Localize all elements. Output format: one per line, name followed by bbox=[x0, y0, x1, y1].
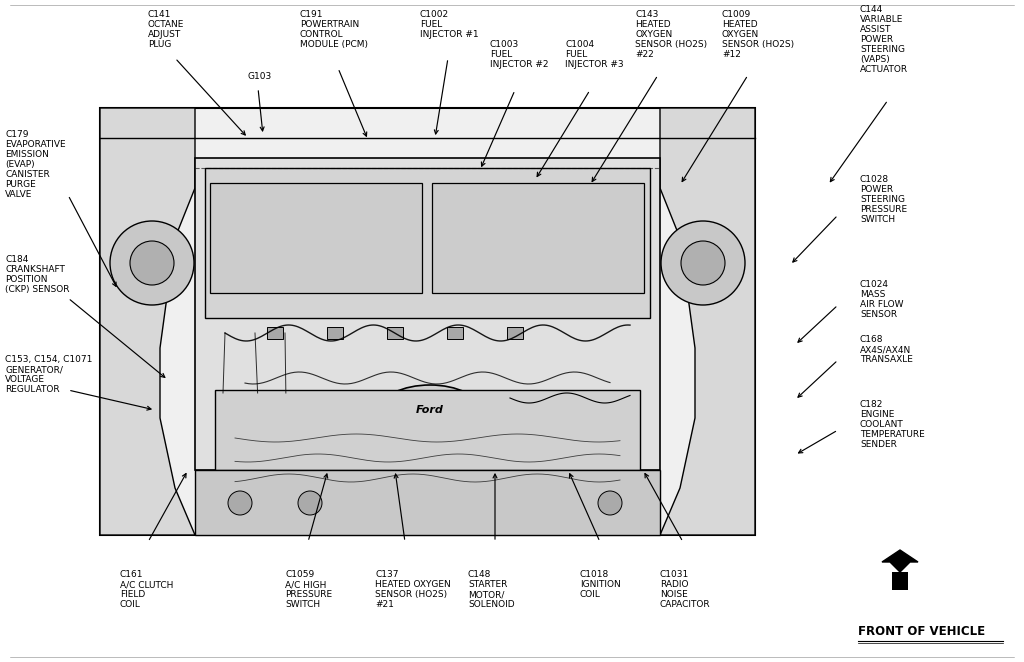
Circle shape bbox=[681, 241, 725, 285]
Text: C1003
FUEL
INJECTOR #2: C1003 FUEL INJECTOR #2 bbox=[490, 40, 549, 69]
Text: C1018
IGNITION
COIL: C1018 IGNITION COIL bbox=[580, 570, 621, 599]
Bar bbox=[205, 168, 650, 318]
Text: C1002
FUEL
INJECTOR #1: C1002 FUEL INJECTOR #1 bbox=[420, 10, 478, 39]
Text: C179
EVAPORATIVE
EMISSION
(EVAP)
CANISTER
PURGE
VALVE: C179 EVAPORATIVE EMISSION (EVAP) CANISTE… bbox=[5, 130, 66, 199]
Text: C153, C154, C1071
GENERATOR/
VOLTAGE
REGULATOR: C153, C154, C1071 GENERATOR/ VOLTAGE REG… bbox=[5, 355, 92, 394]
Text: C143
HEATED
OXYGEN
SENSOR (HO2S)
#22: C143 HEATED OXYGEN SENSOR (HO2S) #22 bbox=[635, 10, 708, 59]
Bar bbox=[447, 327, 463, 339]
Text: C1009
HEATED
OXYGEN
SENSOR (HO2S)
#12: C1009 HEATED OXYGEN SENSOR (HO2S) #12 bbox=[722, 10, 795, 59]
Text: C148
STARTER
MOTOR/
SOLENOID: C148 STARTER MOTOR/ SOLENOID bbox=[468, 570, 515, 609]
Text: C144
VARIABLE
ASSIST
POWER
STEERING
(VAPS)
ACTUATOR: C144 VARIABLE ASSIST POWER STEERING (VAP… bbox=[860, 5, 908, 74]
Text: C1004
FUEL
INJECTOR #3: C1004 FUEL INJECTOR #3 bbox=[565, 40, 624, 69]
Bar bbox=[195, 158, 660, 470]
Bar bbox=[387, 327, 403, 339]
Circle shape bbox=[662, 221, 745, 305]
Text: Ford: Ford bbox=[416, 405, 444, 415]
Text: C141
OCTANE
ADJUST
PLUG: C141 OCTANE ADJUST PLUG bbox=[148, 10, 184, 49]
Text: FRONT OF VEHICLE: FRONT OF VEHICLE bbox=[858, 625, 985, 638]
Text: C1031
RADIO
NOISE
CAPACITOR: C1031 RADIO NOISE CAPACITOR bbox=[660, 570, 711, 609]
Text: C191
POWERTRAIN
CONTROL
MODULE (PCM): C191 POWERTRAIN CONTROL MODULE (PCM) bbox=[300, 10, 368, 49]
Bar bbox=[195, 470, 660, 535]
Bar bbox=[215, 390, 640, 470]
Bar bbox=[267, 327, 283, 339]
Text: C168
AX4S/AX4N
TRANSAXLE: C168 AX4S/AX4N TRANSAXLE bbox=[860, 335, 912, 364]
Bar bbox=[210, 183, 422, 293]
Circle shape bbox=[110, 221, 194, 305]
Text: G103: G103 bbox=[248, 72, 272, 81]
Polygon shape bbox=[100, 108, 195, 535]
Text: C1024
MASS
AIR FLOW
SENSOR: C1024 MASS AIR FLOW SENSOR bbox=[860, 280, 903, 319]
Circle shape bbox=[228, 491, 252, 515]
Bar bbox=[432, 183, 644, 293]
Circle shape bbox=[298, 491, 322, 515]
Polygon shape bbox=[882, 550, 918, 572]
Circle shape bbox=[598, 491, 622, 515]
Polygon shape bbox=[660, 108, 755, 535]
Bar bbox=[100, 108, 755, 535]
Text: C1059
A/C HIGH
PRESSURE
SWITCH: C1059 A/C HIGH PRESSURE SWITCH bbox=[285, 570, 332, 609]
Ellipse shape bbox=[380, 385, 480, 435]
Bar bbox=[507, 327, 523, 339]
Text: C161
A/C CLUTCH
FIELD
COIL: C161 A/C CLUTCH FIELD COIL bbox=[120, 570, 173, 609]
Circle shape bbox=[130, 241, 174, 285]
Text: C137
HEATED OXYGEN
SENSOR (HO2S)
#21: C137 HEATED OXYGEN SENSOR (HO2S) #21 bbox=[375, 570, 451, 609]
Text: C184
CRANKSHAFT
POSITION
(CKP) SENSOR: C184 CRANKSHAFT POSITION (CKP) SENSOR bbox=[5, 255, 70, 294]
Bar bbox=[327, 327, 343, 339]
Bar bbox=[892, 572, 908, 590]
Text: C1028
POWER
STEERING
PRESSURE
SWITCH: C1028 POWER STEERING PRESSURE SWITCH bbox=[860, 175, 907, 224]
Text: C182
ENGINE
COOLANT
TEMPERATURE
SENDER: C182 ENGINE COOLANT TEMPERATURE SENDER bbox=[860, 400, 925, 449]
